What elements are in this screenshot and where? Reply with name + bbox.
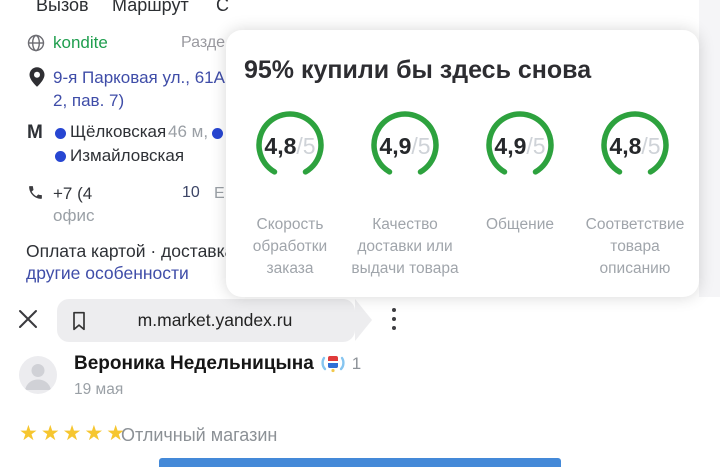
metro-line-dot <box>212 128 223 139</box>
metro-line-dot <box>55 151 66 162</box>
tab-partial[interactable]: С <box>216 0 229 15</box>
features-text: Оплата картой · доставка <box>26 241 235 261</box>
gauge-arc: 4,8 /5 <box>253 108 327 182</box>
badge-count: 1 <box>351 354 362 373</box>
gauge-max: /5 <box>526 132 546 159</box>
page-background-strip <box>699 0 720 297</box>
action-tabs: Вызов Маршрут С <box>0 0 720 19</box>
tab-route[interactable]: Маршрут <box>112 0 189 15</box>
rating-gauge-delivery-quality: 4,9 /5 Качество доставки или выдачи това… <box>349 108 461 280</box>
browser-bar: m.market.yandex.ru <box>0 297 720 345</box>
metro-station-1: Щёлковская <box>70 122 167 141</box>
metro-line-dot <box>55 128 66 139</box>
location-pin-icon <box>28 66 46 93</box>
gauge-arc: 4,9 /5 <box>368 108 442 182</box>
gauge-label: Соответствие товара описанию <box>585 216 685 277</box>
website-right-text: Разде <box>181 34 226 51</box>
gauge-label: Качество доставки или выдачи товара <box>351 216 459 277</box>
gauge-value: 4,8 <box>609 132 642 159</box>
metro-distance-1: 46 м, <box>168 122 209 141</box>
gauge-max: /5 <box>411 132 431 159</box>
metro-station-2: Измайловская <box>70 146 185 165</box>
rating-gauge-description-match: 4,8 /5 Соответствие товара описанию <box>579 108 691 280</box>
gauge-value: 4,9 <box>379 132 412 159</box>
review-date: 19 мая <box>74 381 124 398</box>
ratings-card: 95% купили бы здесь снова 4,8 /5 Скорост… <box>226 30 699 297</box>
globe-icon <box>26 33 46 58</box>
phone-text-fragment: Е <box>214 185 225 202</box>
gauge-label: Общение <box>486 216 554 233</box>
features-link[interactable]: другие особенности <box>26 263 189 283</box>
laurel-badge-icon <box>320 354 346 374</box>
phone-number-fragment: 10 <box>182 184 200 201</box>
close-icon[interactable] <box>16 307 40 331</box>
tab-call[interactable]: Вызов <box>36 0 89 15</box>
url-pill[interactable]: m.market.yandex.ru <box>57 299 372 342</box>
gauge-label: Скорость обработки заказа <box>252 216 328 277</box>
review-text: Отличный магазин <box>121 425 278 445</box>
star-rating: ★★★★★ <box>19 422 129 445</box>
menu-dots-icon[interactable] <box>392 308 396 330</box>
address-line-1[interactable]: 9-я Парковая ул., 61А, ( <box>53 68 241 87</box>
rating-gauge-speed: 4,8 /5 Скорость обработки заказа <box>234 108 346 280</box>
bookmark-icon[interactable] <box>69 310 89 332</box>
gauge-value: 4,9 <box>494 132 527 159</box>
gauge-arc: 4,8 /5 <box>598 108 672 182</box>
address-line-2[interactable]: 2, пав. 7) <box>53 91 125 110</box>
website-link[interactable]: kondite <box>53 33 108 52</box>
gauge-max: /5 <box>296 132 316 159</box>
phone-number-fragment[interactable]: +7 (4 <box>53 184 93 203</box>
url-text: m.market.yandex.ru <box>137 310 293 330</box>
review-header: Вероника Недельницына 1 <box>74 353 361 375</box>
review-item: Вероника Недельницына 1 19 мая ★★★★★ Отл… <box>0 345 720 467</box>
gauge-value: 4,8 <box>264 132 297 159</box>
gauge-arc: 4,9 /5 <box>483 108 557 182</box>
metro-icon: М <box>27 122 43 143</box>
review-author: Вероника Недельницына <box>74 353 314 374</box>
avatar <box>19 356 57 394</box>
gauge-max: /5 <box>641 132 661 159</box>
bottom-blue-bar <box>159 458 561 467</box>
phone-icon <box>27 184 44 206</box>
ratings-title: 95% купили бы здесь снова <box>244 56 592 84</box>
rating-gauge-communication: 4,9 /5 Общение <box>464 108 576 280</box>
rating-gauges: 4,8 /5 Скорость обработки заказа 4,9 /5 <box>226 108 699 280</box>
phone-label: офис <box>53 206 95 225</box>
